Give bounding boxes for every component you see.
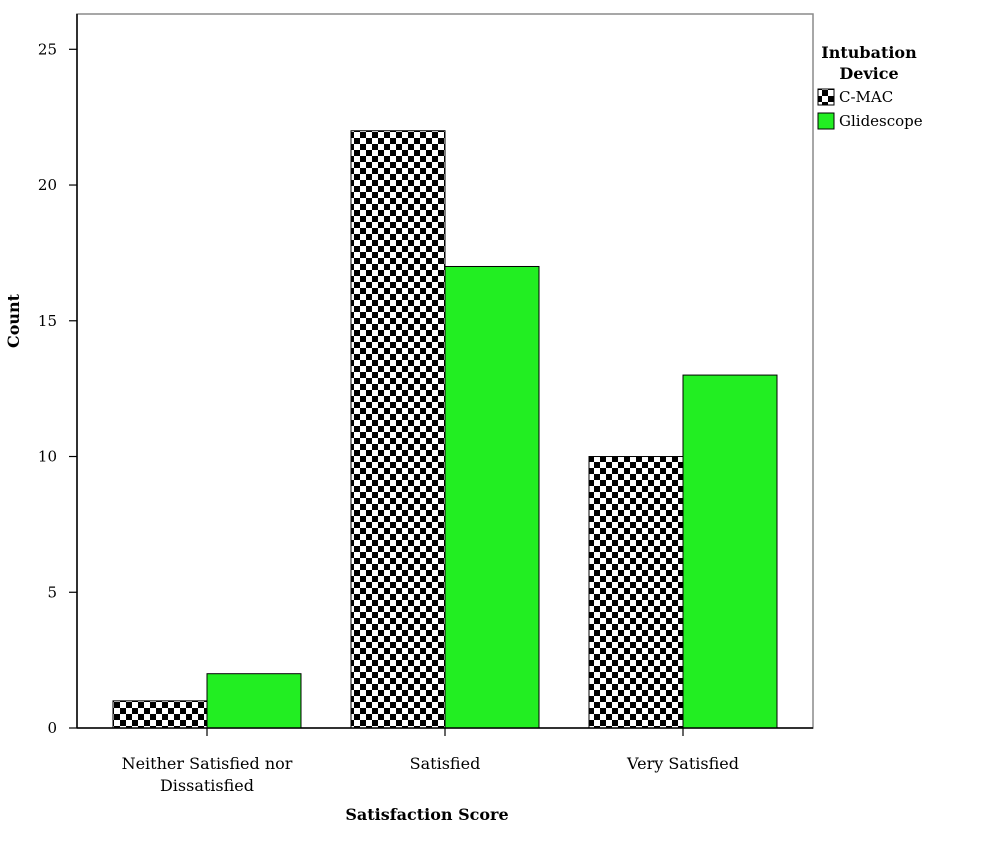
legend-title: Intubation bbox=[821, 43, 917, 62]
bar-glidescope-1 bbox=[206, 673, 302, 729]
x-tick-label: Neither Satisfied nor bbox=[122, 754, 293, 773]
y-tick-label: 15 bbox=[38, 312, 57, 330]
y-tick-label: 0 bbox=[47, 719, 57, 737]
bar-glidescope-2 bbox=[444, 265, 540, 729]
y-tick-label: 25 bbox=[38, 40, 57, 58]
x-tick-label: Satisfied bbox=[410, 754, 481, 773]
legend-swatch bbox=[817, 88, 835, 106]
bar-glidescope-3 bbox=[682, 374, 778, 729]
legend-title: Device bbox=[839, 64, 898, 83]
bar-c-mac-2 bbox=[350, 130, 446, 729]
y-tick-label: 10 bbox=[38, 448, 57, 466]
bar-c-mac-3 bbox=[588, 456, 684, 729]
y-tick-label: 5 bbox=[47, 583, 57, 601]
y-axis-title: Count bbox=[4, 293, 23, 348]
x-tick-label: Very Satisfied bbox=[626, 754, 739, 773]
legend-label: C-MAC bbox=[839, 88, 893, 106]
legend-swatch bbox=[817, 112, 835, 130]
x-tick-label: Dissatisfied bbox=[160, 776, 254, 795]
y-tick-label: 20 bbox=[38, 176, 57, 194]
x-axis-title: Satisfaction Score bbox=[345, 805, 508, 824]
legend: Intubation Device C-MAC Glidescope bbox=[817, 43, 923, 130]
bar-c-mac-1 bbox=[112, 700, 208, 729]
legend-label: Glidescope bbox=[839, 112, 923, 130]
